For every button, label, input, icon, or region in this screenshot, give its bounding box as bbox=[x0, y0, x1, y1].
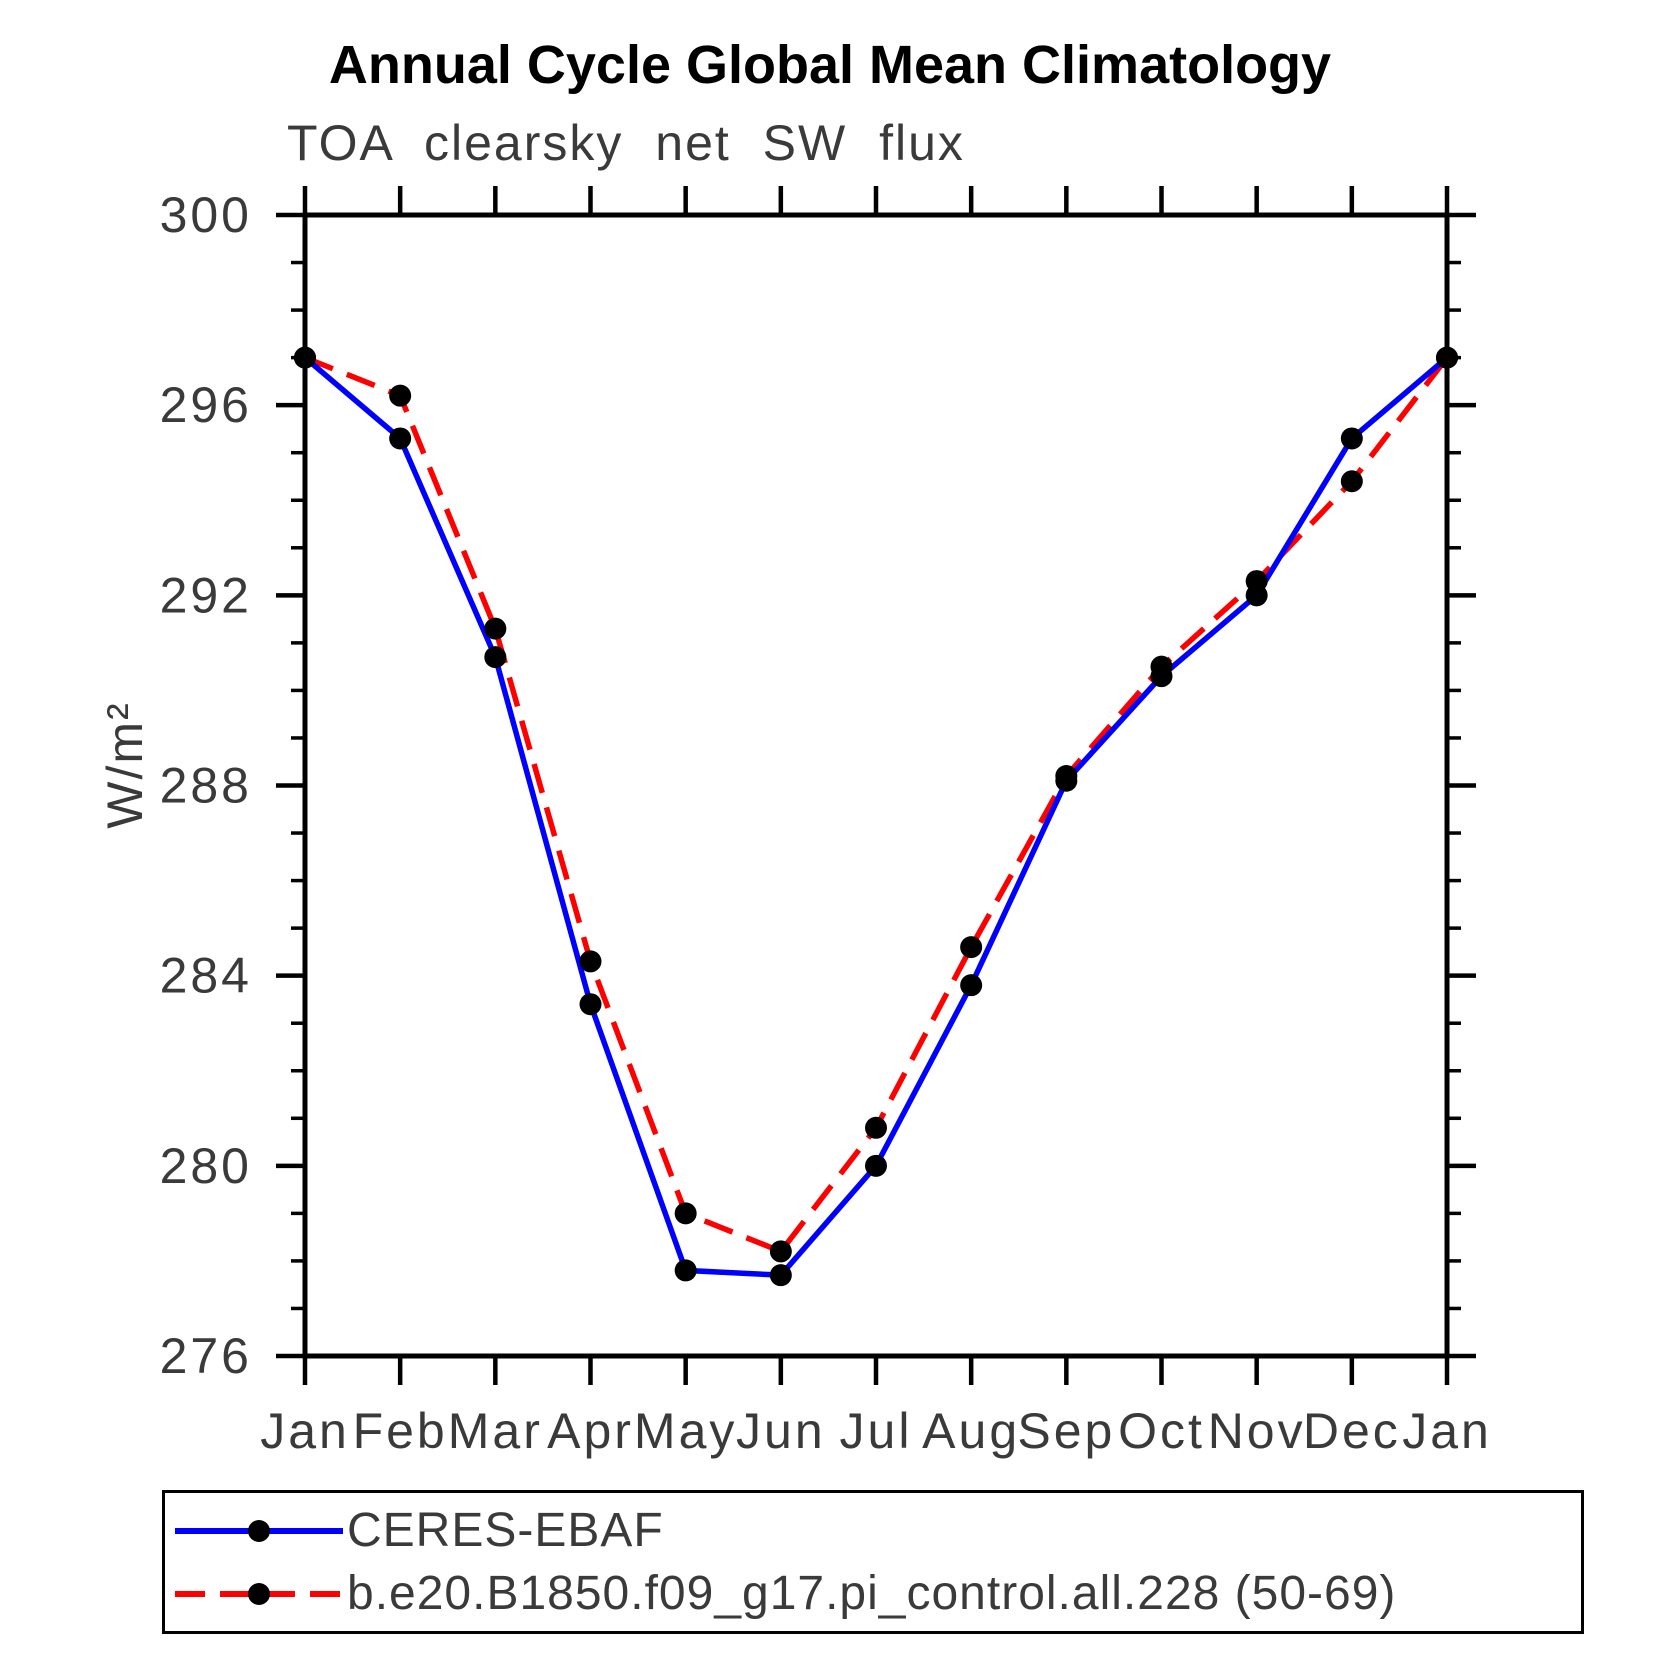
data-point bbox=[389, 384, 412, 407]
x-tick-label: Feb bbox=[353, 1403, 448, 1459]
x-tick-label: Jun bbox=[736, 1403, 826, 1459]
legend-marker-solid-line bbox=[175, 1519, 343, 1542]
data-point bbox=[674, 1202, 697, 1225]
legend-label-model: b.e20.B1850.f09_g17.pi_control.all.228 (… bbox=[347, 1567, 1397, 1620]
data-point bbox=[769, 1264, 792, 1287]
chart-subtitle: TOA clearsky net SW flux bbox=[287, 115, 965, 171]
data-point bbox=[865, 1116, 887, 1139]
legend-item-ceres: CERES-EBAF bbox=[171, 1502, 1581, 1560]
x-tick-label: Jan bbox=[260, 1403, 350, 1459]
y-tick-label: 300 bbox=[160, 187, 252, 243]
data-point bbox=[1245, 570, 1268, 593]
x-tick-label: Mar bbox=[448, 1403, 543, 1459]
data-point bbox=[769, 1240, 792, 1263]
data-point bbox=[579, 993, 602, 1016]
data-point bbox=[484, 617, 507, 640]
data-point bbox=[674, 1259, 697, 1282]
x-tick-label: Dec bbox=[1303, 1403, 1401, 1459]
data-point bbox=[865, 1154, 887, 1177]
data-point bbox=[579, 950, 602, 973]
data-point bbox=[389, 427, 412, 450]
plot-frame bbox=[302, 212, 1450, 1359]
data-point bbox=[960, 974, 983, 997]
y-tick-label: 292 bbox=[160, 567, 252, 623]
x-tick-label: Apr bbox=[547, 1403, 634, 1459]
legend-box: CERES-EBAF b.e20.B1850.f09_g17.pi_contro… bbox=[162, 1490, 1584, 1634]
x-tick-label: Aug bbox=[922, 1403, 1020, 1459]
x-tick-label: Sep bbox=[1017, 1403, 1115, 1459]
x-tick-label: Jul bbox=[840, 1403, 913, 1459]
data-point bbox=[1340, 470, 1363, 493]
x-tick-label: Oct bbox=[1118, 1403, 1205, 1459]
data-point bbox=[484, 646, 507, 669]
legend-label-ceres: CERES-EBAF bbox=[347, 1504, 664, 1557]
legend-marker-dashed-line bbox=[175, 1582, 343, 1605]
chart-title: Annual Cycle Global Mean Climatology bbox=[328, 35, 1332, 95]
y-tick-label: 288 bbox=[160, 758, 252, 814]
y-tick-label: 284 bbox=[160, 948, 252, 1004]
data-point bbox=[1150, 655, 1173, 678]
data-point bbox=[1436, 346, 1458, 369]
x-tick-label: Jan bbox=[1402, 1403, 1492, 1459]
data-point bbox=[960, 936, 983, 959]
y-tick-label: 296 bbox=[160, 377, 252, 433]
x-tick-label: Nov bbox=[1208, 1403, 1306, 1459]
data-point bbox=[294, 346, 316, 369]
x-tick-label: May bbox=[634, 1403, 737, 1459]
y-tick-label: 280 bbox=[160, 1138, 252, 1194]
y-tick-label: 276 bbox=[160, 1328, 252, 1384]
data-point bbox=[1055, 764, 1078, 787]
data-point bbox=[1340, 427, 1363, 450]
legend-item-model: b.e20.B1850.f09_g17.pi_control.all.228 (… bbox=[171, 1565, 1581, 1623]
